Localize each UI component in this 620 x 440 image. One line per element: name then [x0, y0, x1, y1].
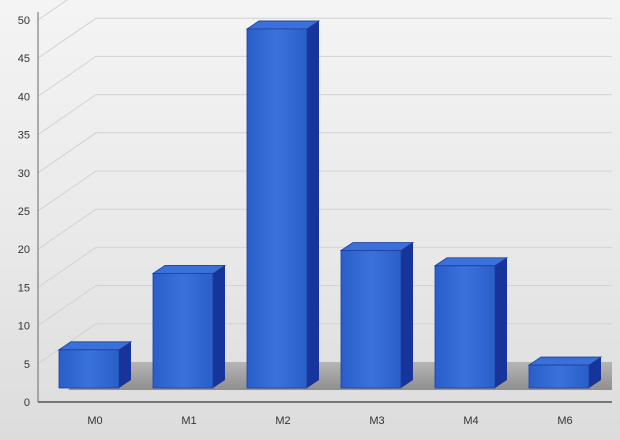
- bar-side: [401, 242, 413, 388]
- bar-top: [245, 20, 321, 30]
- bar-front: [340, 250, 402, 389]
- bar-top: [151, 264, 227, 274]
- bar-side: [495, 257, 507, 388]
- gridline: [37, 94, 612, 136]
- y-tick-label: 0: [24, 397, 30, 409]
- bar-top: [527, 356, 603, 366]
- gridline: [37, 246, 612, 288]
- bar-side: [213, 265, 225, 388]
- bar-side: [307, 20, 319, 388]
- bar-m1: [151, 264, 227, 389]
- y-tick-label: 45: [18, 53, 30, 65]
- x-tick-label: M3: [369, 415, 384, 427]
- labels: 0 5 10 15 20 25 30 35 40 45 50 M0 M1 M2 M3 M4 M6: [18, 15, 573, 427]
- bar-side: [119, 341, 131, 388]
- bar-front: [434, 265, 496, 389]
- bar-m4: [433, 257, 509, 389]
- gridline: [37, 132, 612, 174]
- bar-top: [433, 257, 509, 267]
- gridlines: [37, 0, 612, 365]
- axes: [37, 12, 612, 403]
- gridline: [37, 0, 68, 21]
- bar-m3: [339, 242, 415, 389]
- bar-front: [528, 364, 590, 389]
- y-tick-label: 5: [24, 359, 30, 371]
- bars: [57, 20, 603, 389]
- gridline: [37, 208, 612, 250]
- bar-top: [339, 242, 415, 251]
- y-tick-label: 25: [18, 206, 30, 218]
- y-tick-label: 30: [18, 168, 30, 180]
- y-tick-label: 15: [18, 282, 30, 294]
- y-tick-label: 10: [18, 321, 30, 333]
- x-tick-label: M1: [181, 415, 196, 427]
- bar-m0: [57, 341, 133, 389]
- y-tick-label: 20: [18, 244, 30, 256]
- gridline: [37, 17, 612, 59]
- bar-front: [152, 272, 214, 389]
- bar-front: [246, 28, 308, 389]
- bar-front: [58, 349, 120, 389]
- bar-m2: [245, 20, 321, 389]
- x-tick-label: M4: [463, 415, 478, 427]
- gridline: [37, 55, 612, 97]
- x-tick-label: M2: [275, 415, 290, 427]
- bar-top: [57, 341, 133, 351]
- y-tick-label: 35: [18, 130, 30, 142]
- gridline: [37, 285, 612, 327]
- x-tick-label: M6: [557, 415, 572, 427]
- x-tick-label: M0: [87, 415, 102, 427]
- y-tick-label: 40: [18, 91, 30, 103]
- bar-m6: [527, 356, 603, 389]
- gridline: [37, 170, 612, 212]
- y-tick-label: 50: [18, 15, 30, 27]
- bar-side: [589, 357, 601, 388]
